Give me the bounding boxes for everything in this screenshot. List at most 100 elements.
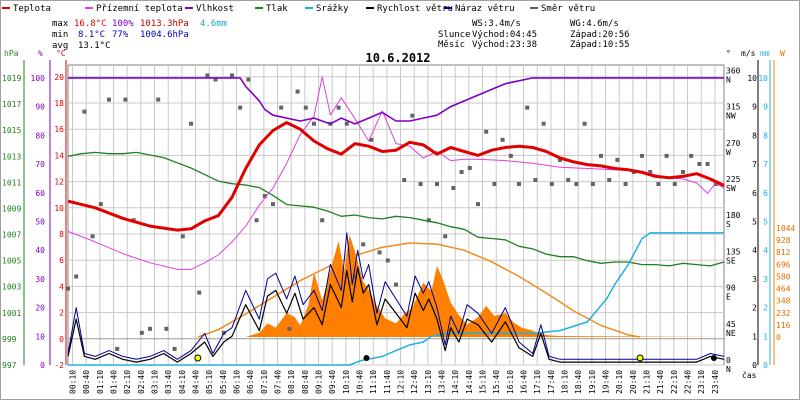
wind-direction-point — [271, 202, 275, 207]
solar-tick-label: 232 — [776, 309, 791, 318]
x-tick-label: 19:40 — [602, 370, 611, 394]
x-tick-label: 03:10 — [151, 370, 160, 394]
wind-direction-point — [287, 326, 292, 331]
x-tick-label: 17:10 — [533, 370, 542, 394]
pct-tick-label: 30 — [35, 275, 45, 284]
ms-tick-label: 1 — [752, 332, 757, 341]
x-tick-label: 13:40 — [438, 370, 447, 394]
wind-direction-point — [148, 326, 152, 331]
wind-direction-point — [303, 105, 308, 110]
x-tick-label: 16:40 — [520, 370, 529, 394]
legend: Teplota Přízemní teplota Vlhkost Tlak Srážky… — [2, 4, 595, 14]
series-lines — [66, 73, 725, 366]
x-tick-label: 18:40 — [574, 370, 583, 394]
x-tick-label: 12:40 — [410, 370, 419, 394]
pct-tick-label: 80 — [35, 131, 45, 140]
x-tick-label: 04:40 — [192, 370, 201, 394]
hpa-tick-label: 1009 — [2, 204, 21, 213]
x-tick-label: 16:10 — [506, 370, 515, 394]
dir-tick-name: N — [726, 75, 731, 84]
pressure-line — [67, 151, 725, 267]
hpa-tick-label: 1015 — [2, 126, 21, 135]
sun-rise: Východ:04:45 — [472, 30, 537, 40]
temp-tick-label: 10 — [54, 204, 64, 213]
wind-direction-point — [394, 282, 398, 287]
x-tick-label: 21:10 — [643, 370, 652, 394]
dir-tick-deg: 180 — [726, 211, 741, 220]
wind-direction-point — [599, 153, 603, 158]
wind-gust-line — [67, 232, 725, 360]
mm-tick-label: 6 — [763, 189, 768, 198]
sunrise-marker — [194, 354, 202, 362]
temp-tick-label: 16 — [54, 125, 64, 134]
hpa-tick-label: 1001 — [2, 309, 21, 318]
stats-min-hum: 77% — [112, 30, 129, 40]
x-tick-label: 09:10 — [315, 370, 324, 394]
dir-tick-name: SE — [726, 256, 736, 265]
wind-direction-point — [90, 234, 95, 239]
pct-tick-label: 20 — [35, 304, 45, 313]
wind-direction-point — [246, 77, 251, 82]
stats-avg-temp: 13.1°C — [78, 41, 111, 51]
x-tick-label: 23:10 — [697, 370, 706, 394]
wind-direction-point — [590, 182, 595, 187]
x-tick-label: 20:40 — [629, 370, 638, 394]
dir-tick-deg: 90 — [726, 284, 736, 293]
wind-direction-point — [574, 182, 579, 187]
temp-tick-label: 8 — [59, 230, 64, 239]
temp-tick-label: 4 — [59, 282, 64, 291]
x-tick-label: 20:10 — [615, 370, 624, 394]
wind-direction-point — [377, 250, 382, 255]
solar-tick-label: 812 — [776, 248, 791, 257]
wind-direction-point — [369, 137, 374, 142]
wind-direction-point — [115, 346, 120, 351]
sun-moon-markers — [194, 354, 717, 362]
legend-label: Vlhkost — [196, 4, 234, 14]
x-tick-label: 15:10 — [479, 370, 488, 394]
x-tick-label: 14:40 — [465, 370, 474, 394]
temp-tick-label: 6 — [59, 256, 64, 265]
wind-direction-point — [508, 153, 513, 158]
x-tick-label: 08:40 — [301, 370, 310, 394]
pct-tick-label: 50 — [35, 217, 45, 226]
header: 10.6.2012 max 16.8°C 100% 1013.3hPa 4.6m… — [52, 19, 630, 65]
mm-tick-label: 8 — [763, 131, 768, 140]
hpa-tick-label: 1017 — [2, 100, 21, 109]
x-tick-label: 01:10 — [96, 370, 105, 394]
x-tick-label: 06:40 — [246, 370, 255, 394]
wind-direction-point — [197, 290, 202, 295]
x-tick-label: 18:10 — [561, 370, 570, 394]
x-tick-label: 05:10 — [205, 370, 214, 394]
mm-tick-label: 1 — [763, 332, 768, 341]
temp-tick-label: -2 — [54, 361, 64, 370]
x-tick-label: 10:40 — [356, 370, 365, 394]
solar-axis-label: W — [780, 49, 785, 58]
ms-tick-label: 8 — [752, 131, 757, 140]
wind-direction-point — [238, 105, 243, 110]
solar-tick-label: 928 — [776, 236, 791, 245]
x-tick-label: 02:40 — [137, 370, 146, 394]
wind-direction-point — [66, 286, 70, 291]
wind-direction-point — [426, 218, 431, 223]
x-tick-label: 07:10 — [260, 370, 269, 394]
x-tick-label: 19:10 — [588, 370, 597, 394]
legend-label: Náraz větru — [455, 4, 515, 14]
stats-max-temp: 16.8°C — [74, 19, 107, 29]
moon-label: Měsíc — [438, 40, 465, 50]
dir-tick-name: S — [726, 220, 731, 229]
wind-direction-point — [123, 97, 128, 102]
x-tick-label: 02:10 — [123, 370, 132, 394]
dir-tick-name: NW — [726, 112, 736, 121]
wind-direction-point — [213, 77, 218, 82]
humidity-line — [68, 77, 724, 125]
solar-tick-label: 696 — [776, 260, 791, 269]
wind-direction-point — [107, 97, 111, 102]
wind-direction-point — [344, 121, 349, 126]
wind-direction-point — [525, 105, 530, 110]
wind-direction-point — [467, 165, 472, 170]
x-tick-label: 17:40 — [547, 370, 556, 394]
x-tick-label: 11:40 — [383, 370, 392, 394]
ms-tick-label: 10 — [747, 74, 757, 83]
dir-tick-name: N — [726, 365, 731, 374]
